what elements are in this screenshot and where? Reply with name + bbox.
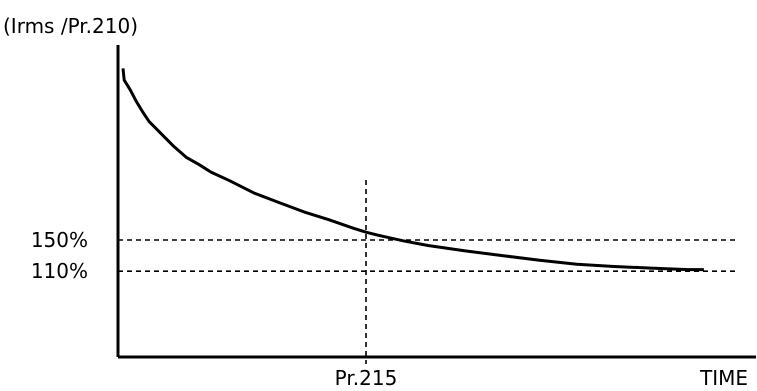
y-axis-label: (Irms /Pr.210) [3,14,138,38]
x-axis-label: TIME [699,366,748,390]
reference-label-pr215: Pr.215 [335,366,398,390]
reference-lines [118,180,738,364]
reference-label-110: 110% [31,259,88,283]
reference-labels: 150% 110% Pr.215 [31,228,398,390]
series-line [121,68,704,272]
reference-label-150: 150% [31,228,88,252]
